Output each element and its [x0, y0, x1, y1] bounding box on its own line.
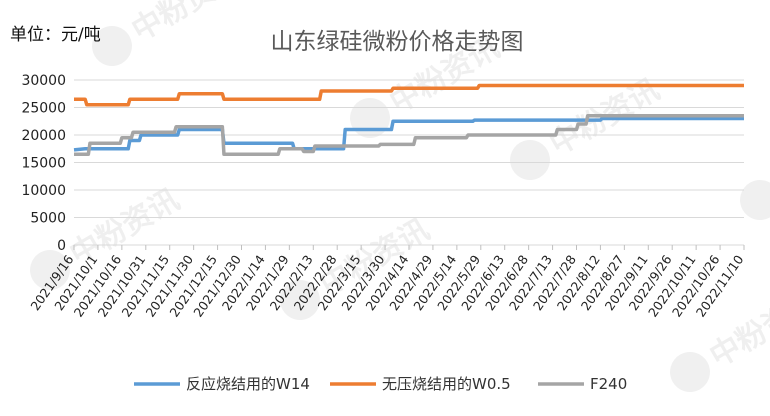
y-axis: 0 5000 10000 15000 20000 25000 30000 — [21, 73, 66, 254]
gridlines — [74, 79, 744, 246]
y-tick-label: 15000 — [21, 156, 66, 172]
legend-label: F240 — [590, 375, 627, 393]
legend-label: 无压烧结用的W0.5 — [382, 375, 511, 393]
y-tick-label: 0 — [57, 238, 66, 254]
y-tick-label: 10000 — [21, 183, 66, 199]
legend: 反应烧结用的W14 无压烧结用的W0.5 F240 — [134, 375, 627, 393]
series-lines — [73, 83, 744, 156]
watermark-logo — [740, 180, 770, 220]
y-tick-label: 25000 — [21, 101, 66, 117]
y-tick-label: 5000 — [30, 211, 66, 227]
y-tick-label: 30000 — [21, 73, 66, 89]
chart-title: 山东绿硅微粉价格走势图 — [271, 29, 524, 55]
legend-label: 反应烧结用的W14 — [186, 375, 310, 393]
watermark-layer: 中粉资讯 中粉资讯 中粉资讯 中粉资讯 中粉资讯 — [30, 0, 770, 392]
series-line-1 — [73, 116, 744, 152]
watermark-logo: 中粉资讯 — [92, 0, 247, 66]
y-tick-label: 20000 — [21, 128, 66, 144]
series-line-3 — [74, 114, 744, 156]
series-line-2 — [74, 83, 744, 107]
watermark-text: 中粉资讯 — [126, 0, 247, 49]
x-axis: 2021/9/162021/10/12021/10/162021/10/3120… — [27, 245, 746, 320]
watermark-logo: 中粉资讯 — [510, 72, 665, 180]
unit-label: 单位：元/吨 — [10, 25, 101, 45]
